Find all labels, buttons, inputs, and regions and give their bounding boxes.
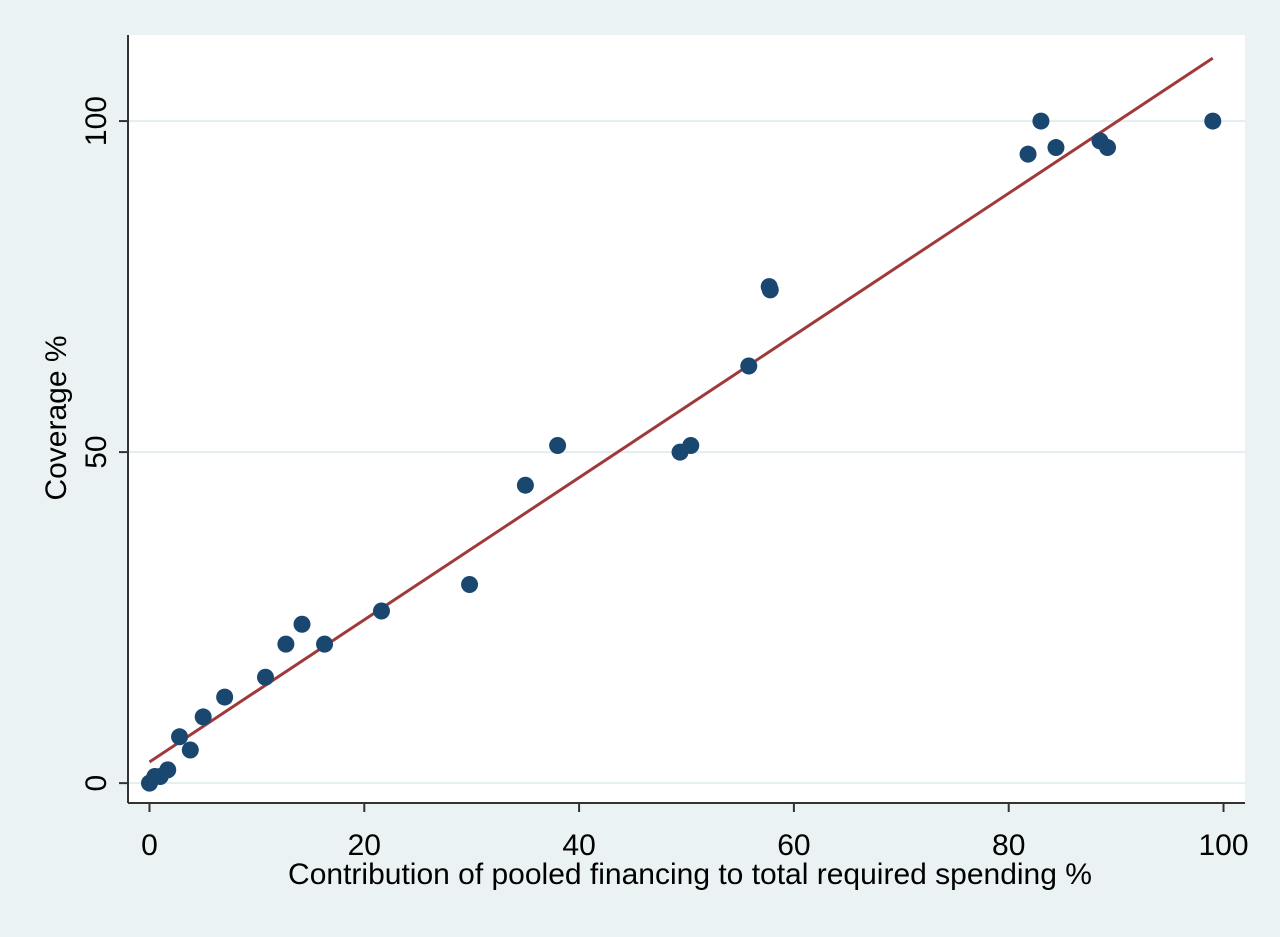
data-point — [159, 761, 177, 779]
data-point — [1099, 139, 1117, 157]
data-point — [1019, 145, 1037, 163]
x-tick-label: 60 — [777, 829, 810, 862]
axes — [119, 35, 1245, 812]
x-tick-label: 80 — [992, 829, 1025, 862]
data-point — [761, 281, 779, 299]
data-point — [256, 668, 274, 686]
data-point — [549, 436, 567, 454]
y-axis-label: Coverage % — [40, 335, 73, 500]
data-point — [1047, 139, 1065, 157]
data-point — [316, 635, 334, 653]
data-point — [171, 728, 189, 746]
data-point — [1032, 112, 1050, 130]
x-tick-label: 100 — [1198, 829, 1248, 862]
x-axis-label: Contribution of pooled financing to tota… — [288, 858, 1092, 891]
data-point — [461, 576, 479, 594]
x-tick-label: 20 — [348, 829, 381, 862]
data-point — [293, 615, 311, 633]
plot-area — [128, 35, 1245, 803]
x-tick-label: 0 — [141, 829, 158, 862]
data-point — [516, 476, 534, 494]
data-point — [740, 357, 758, 375]
data-point — [216, 688, 234, 706]
data-point — [181, 741, 199, 759]
data-point — [682, 436, 700, 454]
tick-labels: 0 20 40 60 80 100 0 50 100 — [80, 96, 1249, 862]
x-tick-label: 40 — [562, 829, 595, 862]
y-tick-label: 100 — [80, 96, 113, 146]
y-tick-label: 50 — [80, 435, 113, 468]
y-tick-label: 0 — [80, 775, 113, 792]
data-point — [277, 635, 295, 653]
data-point — [194, 708, 212, 726]
data-point — [372, 602, 390, 620]
data-points — [140, 112, 1222, 792]
data-point — [1204, 112, 1222, 130]
